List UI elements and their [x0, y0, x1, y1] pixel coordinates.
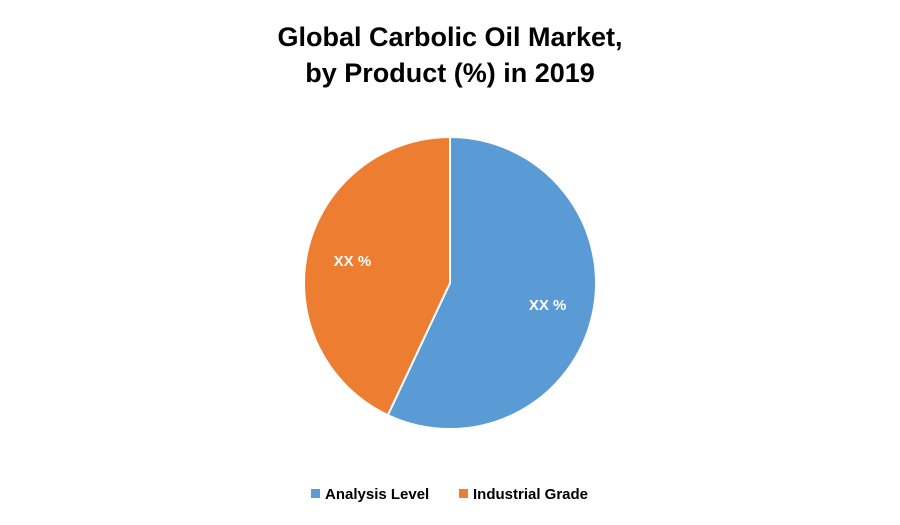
legend-label-analysis-level: Analysis Level	[325, 486, 429, 503]
chart-title-line-2: by Product (%) in 2019	[305, 58, 595, 88]
data-label-analysis-level: XX %	[529, 297, 567, 314]
legend-swatch-analysis-level	[311, 489, 320, 498]
data-label-industrial-grade: XX %	[334, 253, 372, 270]
pie-slice-labels: XX % XX %	[334, 253, 567, 314]
pie-slices	[303, 135, 597, 430]
legend-label-industrial-grade: Industrial Grade	[473, 486, 588, 503]
chart-title-line-1: Global Carbolic Oil Market,	[277, 22, 622, 52]
legend: Analysis Level Industrial Grade	[311, 486, 588, 503]
legend-swatch-industrial-grade	[459, 489, 468, 498]
pie-slice-industrial-grade	[303, 135, 451, 417]
pie-slice-analysis-level	[386, 135, 597, 430]
